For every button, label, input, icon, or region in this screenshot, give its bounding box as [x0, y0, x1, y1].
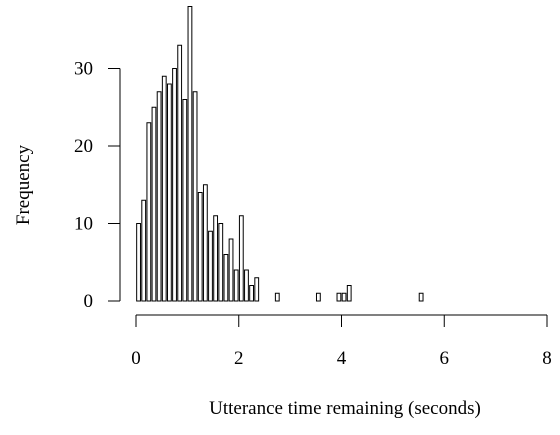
histogram-bar	[136, 223, 141, 302]
histogram-bar	[238, 215, 244, 302]
x-tick-label: 0	[131, 348, 141, 369]
histogram-bar	[192, 91, 198, 302]
histogram-bar	[202, 184, 208, 302]
x-axis: 0 2 4 6 8	[131, 314, 552, 369]
histogram-bar	[346, 285, 352, 302]
x-tick-label: 6	[440, 348, 450, 369]
histogram-bar	[233, 269, 239, 302]
histogram-bar	[166, 83, 172, 302]
x-axis-title: Utterance time remaining (seconds)	[209, 398, 481, 419]
histogram-bar	[146, 122, 152, 302]
histogram-bar	[161, 75, 167, 302]
x-tick-label: 2	[234, 348, 244, 369]
histogram-bar	[151, 106, 157, 302]
histogram-bar	[228, 238, 234, 302]
histogram-bar	[156, 91, 162, 302]
histogram-bar	[418, 292, 424, 302]
histogram-bar	[249, 285, 254, 302]
histogram-bar	[336, 292, 342, 302]
histogram-bar	[172, 68, 177, 302]
histogram-bar	[274, 292, 280, 302]
histogram-bar	[182, 99, 188, 302]
y-tick-label: 10	[74, 214, 93, 235]
y-tick-label: 0	[84, 291, 94, 312]
y-axis: 0 10 20 30	[74, 59, 121, 312]
histogram-bar	[197, 192, 203, 302]
histogram-bar	[141, 199, 147, 302]
histogram-bar	[208, 230, 213, 302]
y-axis-title: Frequency	[13, 144, 34, 225]
y-tick-label: 30	[74, 59, 93, 80]
histogram-bar	[223, 254, 229, 302]
x-tick-label: 8	[542, 348, 552, 369]
histogram-bar	[341, 292, 347, 302]
histogram-bar	[213, 215, 219, 302]
histogram-bar	[187, 6, 193, 302]
histogram-bar	[244, 269, 249, 302]
bars-group	[136, 6, 424, 302]
histogram-bar	[218, 223, 224, 302]
histogram-bar	[254, 277, 260, 302]
histogram-bar	[177, 44, 183, 302]
histogram-bar	[315, 292, 321, 302]
y-tick-label: 20	[74, 136, 93, 157]
x-tick-label: 4	[337, 348, 347, 369]
